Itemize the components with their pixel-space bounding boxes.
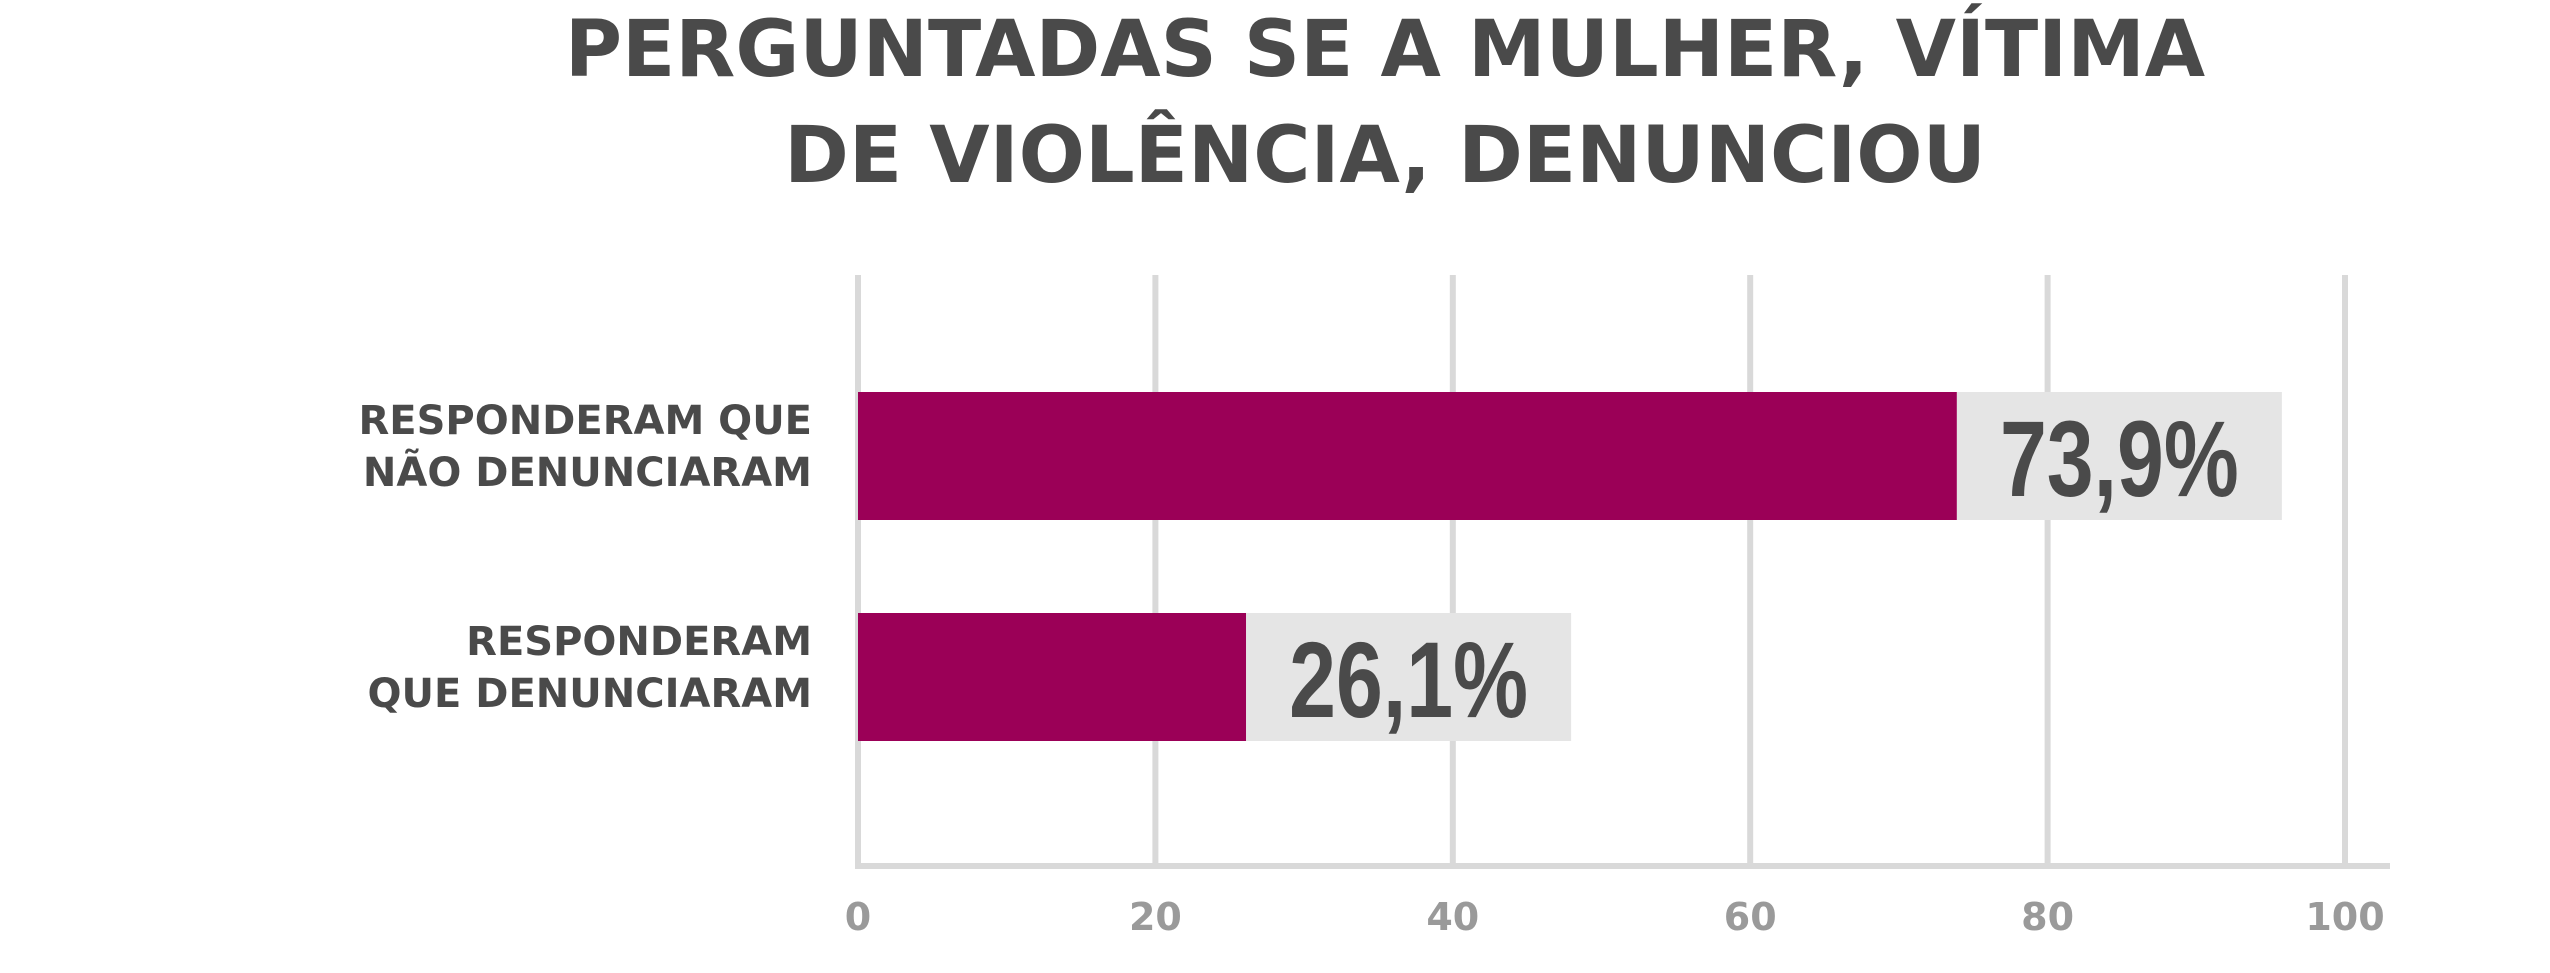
category-label: RESPONDERAM QUE NÃO DENUNCIARAM xyxy=(358,398,812,496)
chart-title-line-1: PERGUNTADAS SE A MULHER, VÍTIMA xyxy=(565,3,2205,95)
value-label-box xyxy=(1246,613,1572,741)
category-label-line: QUE DENUNCIARAM xyxy=(368,671,812,717)
x-tick-label: 100 xyxy=(2305,895,2384,939)
chart-title-line-2: DE VIOLÊNCIA, DENUNCIOU xyxy=(784,109,1986,201)
bar xyxy=(858,392,1957,520)
x-tick-label: 80 xyxy=(2021,895,2074,939)
x-tick-label: 60 xyxy=(1724,895,1777,939)
grid-lines xyxy=(855,275,2348,866)
category-label-line: RESPONDERAM QUE xyxy=(358,398,812,444)
value-label-box xyxy=(1956,392,2282,520)
x-tick-labels: 0 20 40 60 80 100 xyxy=(845,895,2385,939)
category-label-line: RESPONDERAM xyxy=(466,619,812,665)
x-tick-label: 20 xyxy=(1129,895,1182,939)
category-label: RESPONDERAM QUE DENUNCIARAM xyxy=(368,619,812,717)
value-label: 26,1% xyxy=(1289,619,1528,741)
x-tick-label: 0 xyxy=(845,895,871,939)
category-labels: RESPONDERAM QUE NÃO DENUNCIARAMRESPONDERA… xyxy=(358,398,812,717)
value-label: 73,9% xyxy=(2000,398,2239,520)
bar xyxy=(858,613,1247,741)
x-tick-label: 40 xyxy=(1426,895,1479,939)
chart-title: PERGUNTADAS SE A MULHER, VÍTIMA DE VIOLÊ… xyxy=(565,3,2205,201)
bars: 73,9% 26,1% xyxy=(858,392,2282,741)
category-label-line: NÃO DENUNCIARAM xyxy=(363,447,812,496)
